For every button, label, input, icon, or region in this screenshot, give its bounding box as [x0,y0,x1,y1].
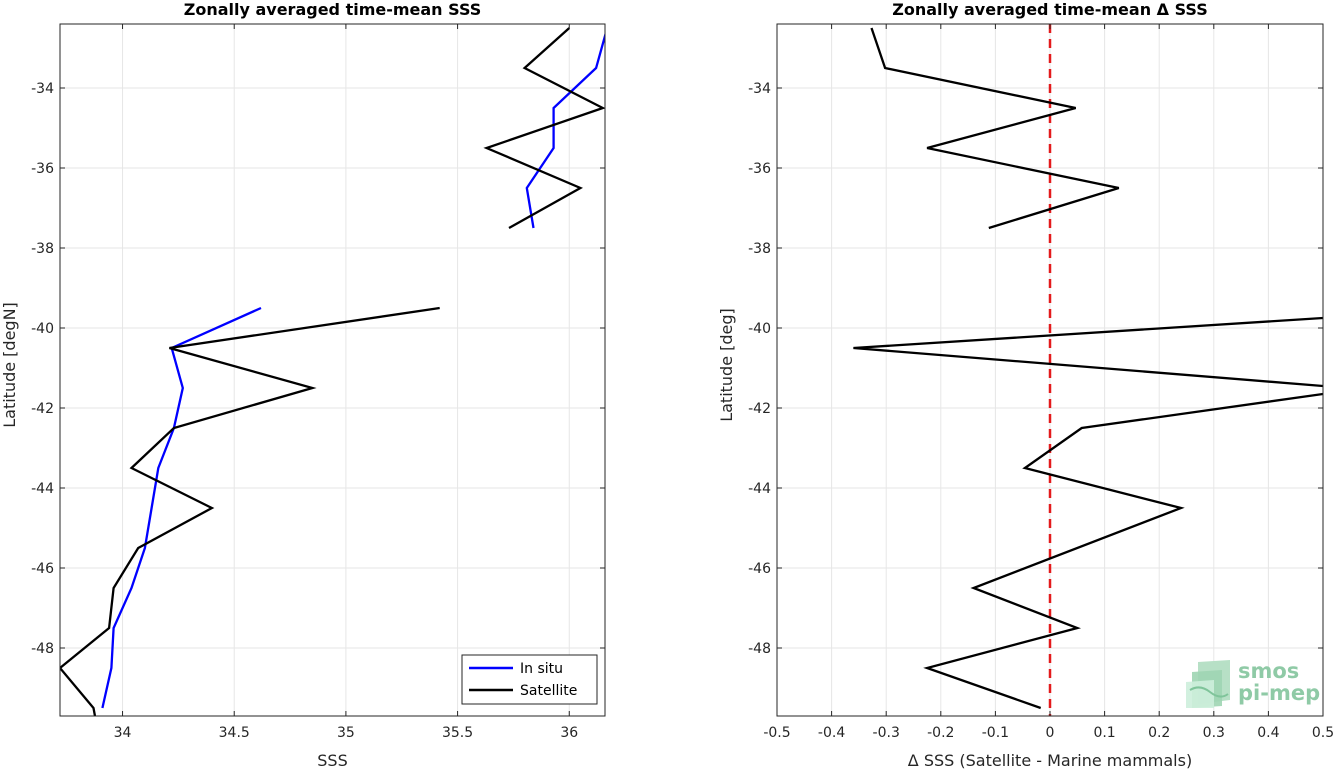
y-tick-label: -34 [748,81,771,97]
x-tick-label: -0.4 [818,725,845,741]
x-tick-label: 35 [337,725,355,741]
y-tick-label: -40 [748,321,771,337]
sss-panel: 34 34.5 35 35.5 36 -48 -46 -44 -42 -40 -38 -36 -34 Zo… [0,0,606,769]
y-tick-label: -48 [31,641,54,657]
logo-text-smos: smos [1238,659,1299,683]
y-tick-label: -46 [748,561,771,577]
chart-title: Zonally averaged time-mean SSS [184,0,482,19]
x-tick-label: 34 [114,725,132,741]
y-axis-label: Latitude [degN] [0,302,19,428]
y-tick-label: -42 [748,401,771,417]
y-tick-label: -40 [31,321,54,337]
y-tick-label: -42 [31,401,54,417]
series-satellite-line [483,27,605,230]
series-delta-sss-line [853,316,1323,388]
legend: In situ Satellite [461,654,598,705]
plot-area [60,24,605,716]
delta-sss-panel: -0.5 -0.4 -0.3 -0.2 -0.1 0 0.1 0.2 0.3 0.4 0.5 -48 -… [717,0,1334,769]
x-tick-label: -0.5 [763,725,790,741]
x-tick-label: 34.5 [219,725,250,741]
x-tick-label: 0.1 [1093,725,1115,741]
axes-frame [59,23,606,717]
x-tick-label: 36 [560,725,578,741]
smos-pi-mep-logo: smos pi-mep [1186,659,1320,708]
x-tick-label: 0.3 [1203,725,1225,741]
y-tick-label: -34 [31,81,54,97]
x-tick-label: 35.5 [442,725,473,741]
logo-text-pi-mep: pi-mep [1238,681,1320,705]
chart-title: Zonally averaged time-mean Δ SSS [892,0,1208,19]
y-tick-label: -38 [748,241,771,257]
legend-label-satellite: Satellite [520,683,577,699]
series-in-situ-line [525,31,605,229]
y-tick-label: -48 [748,641,771,657]
y-tick-label: -44 [31,481,54,497]
y-tick-label: -36 [748,161,771,177]
x-tick-label: -0.1 [982,725,1009,741]
series-in-situ-line [101,306,262,709]
x-axis-label: SSS [317,751,347,769]
y-axis-label: Latitude [deg] [717,308,736,422]
x-tick-label: -0.2 [927,725,954,741]
y-tick-label: -36 [31,161,54,177]
series-delta-sss-line [923,392,1323,710]
y-tick-label: -46 [31,561,54,577]
y-tick-label: -38 [31,241,54,257]
x-tick-label: -0.3 [873,725,900,741]
x-tick-label: 0 [1046,725,1055,741]
x-tick-label: 0.4 [1257,725,1279,741]
legend-label-in-situ: In situ [520,661,563,677]
y-tick-label: -44 [748,481,771,497]
series-delta-sss-line [870,27,1120,230]
x-axis-label: Δ SSS (Satellite - Marine mammals) [908,751,1192,769]
logo-mark-icon [1186,660,1230,708]
x-tick-label: 0.2 [1148,725,1170,741]
series-satellite-line [60,306,440,716]
x-tick-label: 0.5 [1312,725,1334,741]
